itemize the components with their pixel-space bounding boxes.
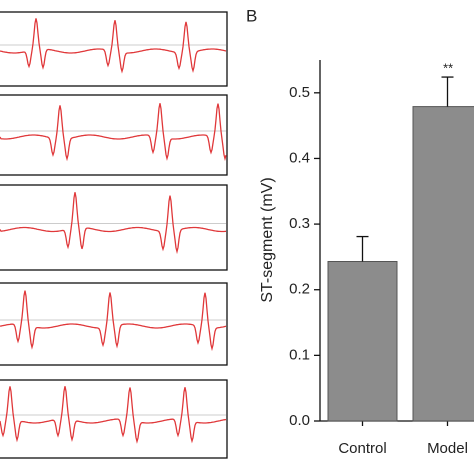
ecg-trace	[0, 192, 227, 255]
y-tick-label: 0.5	[289, 84, 310, 101]
ecg-trace	[0, 290, 227, 352]
ecg-panel	[0, 11, 228, 459]
significance: **	[442, 61, 453, 76]
bar	[327, 261, 398, 422]
y-tick-label: 0.3	[289, 215, 310, 232]
y-tick-label: 0.2	[289, 281, 310, 298]
ecg-trace	[0, 103, 227, 162]
ecg-trace	[0, 18, 227, 74]
bar	[412, 106, 474, 422]
y-tick-label: 0.0	[289, 412, 310, 429]
panel-label: B	[246, 6, 257, 25]
x-tick-label: Model	[427, 440, 468, 457]
y-tick-label: 0.4	[289, 149, 310, 166]
y-tick-label: 0.1	[289, 346, 310, 363]
ecg-frame	[0, 11, 228, 87]
x-tick-label: Control	[338, 440, 386, 457]
y-axis-label: ST-segment (mV)	[259, 177, 276, 302]
ecg-trace	[0, 386, 227, 444]
